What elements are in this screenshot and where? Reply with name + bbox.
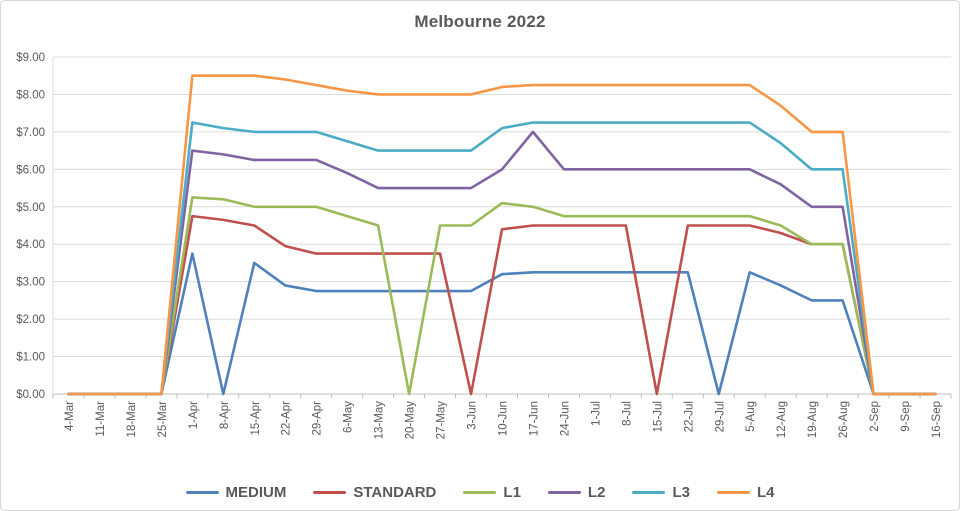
legend-label: L4 xyxy=(756,484,775,501)
x-tick-label: 22-Apr xyxy=(281,401,293,436)
legend-label: L3 xyxy=(672,484,690,501)
legend-swatch-icon xyxy=(547,491,581,494)
legend-item-medium: MEDIUM xyxy=(185,484,287,501)
y-tick-label: $8.00 xyxy=(16,89,45,101)
y-tick-label: $9.00 xyxy=(16,52,45,64)
legend-item-l3: L3 xyxy=(632,484,690,501)
series-line-l1 xyxy=(67,196,937,396)
x-tick-label: 1-Apr xyxy=(188,401,200,429)
series-line-l3 xyxy=(67,121,937,396)
legend-swatch-icon xyxy=(463,491,497,494)
x-tick-label: 15-Apr xyxy=(250,401,262,436)
x-tick-label: 16-Sep xyxy=(931,401,943,438)
legend-swatch-icon xyxy=(632,491,666,494)
legend-label: MEDIUM xyxy=(225,484,287,501)
legend-label: L1 xyxy=(503,484,521,501)
y-tick-label: $1.00 xyxy=(16,352,45,364)
legend-item-l1: L1 xyxy=(463,484,521,501)
series-line-l4 xyxy=(67,74,937,396)
legend-label: STANDARD xyxy=(353,484,437,501)
series-line-medium xyxy=(67,252,937,396)
x-tick-label: 6-May xyxy=(343,401,355,433)
legend-swatch-icon xyxy=(313,491,347,494)
legend: MEDIUM STANDARD L1 L2 L3 L4 xyxy=(1,484,959,501)
legend-label: L2 xyxy=(587,484,606,501)
x-tick-label: 11-Mar xyxy=(95,401,107,437)
legend-swatch-icon xyxy=(185,491,219,494)
legend-item-l2: L2 xyxy=(547,484,606,501)
x-tick-label: 4-Mar xyxy=(64,401,76,431)
x-tick-label: 9-Sep xyxy=(900,401,912,432)
x-tick-label: 13-May xyxy=(374,401,386,440)
x-tick-label: 12-Aug xyxy=(776,401,788,438)
x-tick-label: 26-Aug xyxy=(838,401,850,438)
legend-item-standard: STANDARD xyxy=(313,484,436,501)
x-tick-label: 27-May xyxy=(436,401,448,440)
x-tick-label: 19-Aug xyxy=(807,401,819,438)
x-tick-label: 10-Jun xyxy=(498,401,510,436)
x-tick-label: 20-May xyxy=(405,401,417,440)
legend-item-l4: L4 xyxy=(716,484,775,501)
x-tick-label: 29-Jul xyxy=(714,401,726,432)
x-tick-label: 18-Mar xyxy=(126,401,138,438)
x-tick-label: 1-Jul xyxy=(590,401,602,426)
y-tick-label: $3.00 xyxy=(16,277,45,289)
x-tick-label: 29-Apr xyxy=(312,401,324,436)
x-tick-label: 17-Jun xyxy=(528,401,540,436)
x-tick-label: 22-Jul xyxy=(683,401,695,432)
y-tick-label: $0.00 xyxy=(16,389,45,401)
series-line-l2 xyxy=(67,130,937,396)
x-tick-label: 15-Jul xyxy=(652,401,664,432)
y-tick-label: $5.00 xyxy=(16,202,45,214)
legend-swatch-icon xyxy=(716,491,750,494)
y-tick-label: $6.00 xyxy=(16,164,45,176)
x-tick-label: 8-Jul xyxy=(621,401,633,426)
x-tick-label: 2-Sep xyxy=(869,401,881,432)
x-tick-label: 3-Jun xyxy=(467,401,479,430)
x-tick-label: 25-Mar xyxy=(157,401,169,438)
series-line-standard xyxy=(67,214,937,396)
y-tick-label: $7.00 xyxy=(16,127,45,139)
y-tick-label: $2.00 xyxy=(16,314,45,326)
x-tick-label: 5-Aug xyxy=(745,401,757,432)
chart-title: Melbourne 2022 xyxy=(414,12,546,31)
x-tick-label: 24-Jun xyxy=(559,401,571,436)
y-tick-label: $4.00 xyxy=(16,239,45,251)
plot-area: $0.00 $1.00 $2.00 $3.00 $4.00 $5.00 $6.00 $7.00… xyxy=(16,52,952,440)
x-tick-label: 8-Apr xyxy=(219,401,231,429)
